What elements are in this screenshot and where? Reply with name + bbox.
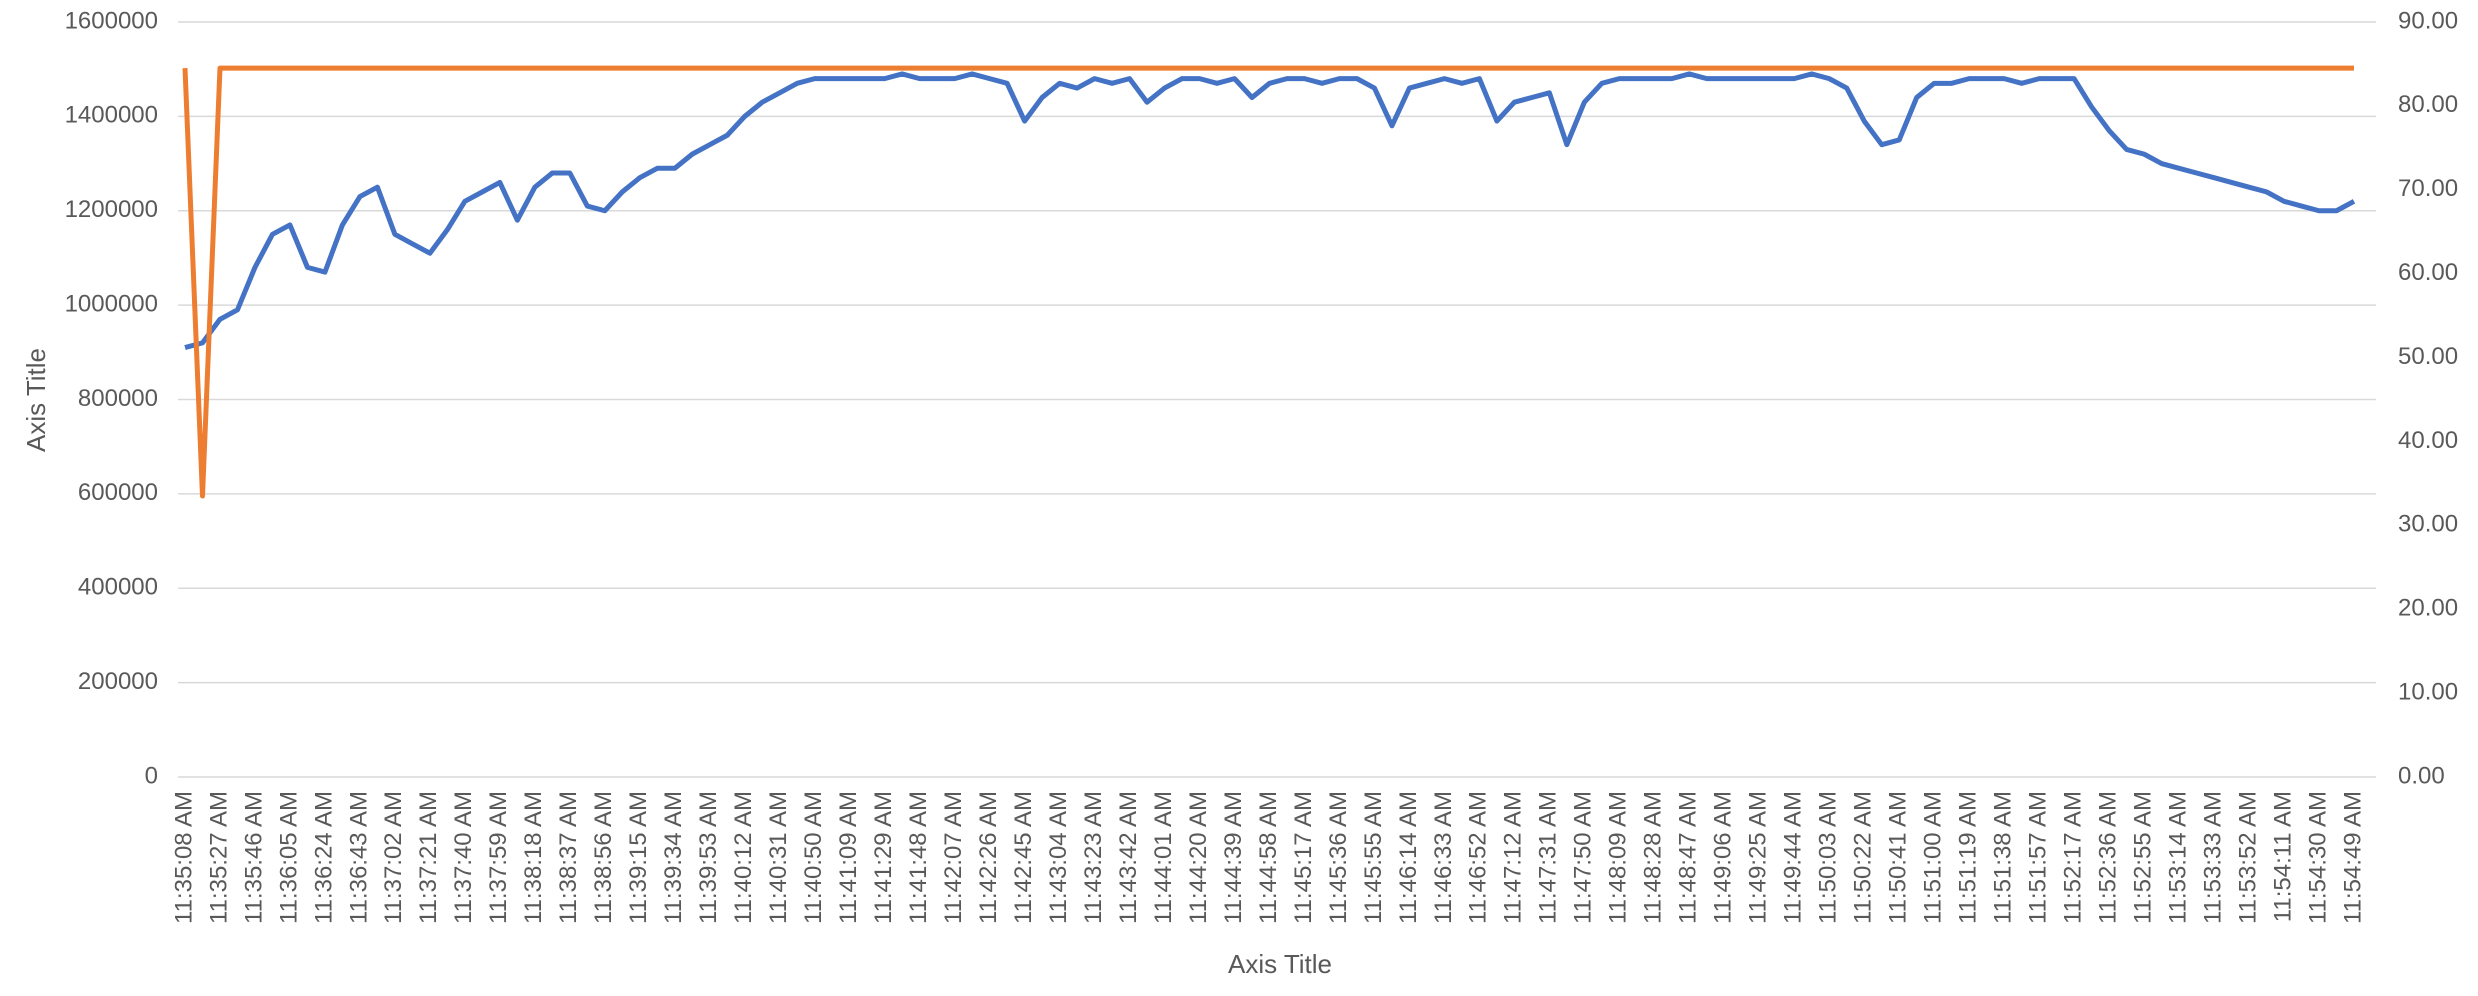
y2-tick-label: 20.00 xyxy=(2398,595,2458,622)
x-tick-label: 11:44:01 AM xyxy=(1150,791,1177,924)
x-tick-label: 11:37:02 AM xyxy=(380,791,407,924)
x-tick-label: 11:47:12 AM xyxy=(1500,791,1527,924)
x-tick-label: 11:51:00 AM xyxy=(1920,791,1947,924)
y-axis-title: Axis Title xyxy=(21,348,51,452)
x-tick-label: 11:47:50 AM xyxy=(1570,791,1597,924)
y-tick-label: 1600000 xyxy=(65,7,158,34)
y2-tick-label: 30.00 xyxy=(2398,511,2458,538)
x-tick-label: 11:50:03 AM xyxy=(1815,791,1842,924)
x-tick-label: 11:38:56 AM xyxy=(590,791,617,924)
y-tick-label: 1400000 xyxy=(65,102,158,129)
x-tick-label: 11:53:33 AM xyxy=(2199,791,2226,924)
y-tick-label: 600000 xyxy=(78,479,158,506)
x-tick-label: 11:44:39 AM xyxy=(1220,791,1247,924)
y-tick-label: 0 xyxy=(145,762,158,789)
x-tick-label: 11:35:46 AM xyxy=(240,791,267,924)
y2-tick-label: 90.00 xyxy=(2398,7,2458,34)
x-tick-label: 11:53:52 AM xyxy=(2234,791,2261,924)
x-tick-label: 11:54:49 AM xyxy=(2339,791,2366,924)
x-tick-label: 11:45:36 AM xyxy=(1325,791,1352,924)
x-tick-label: 11:52:17 AM xyxy=(2059,791,2086,924)
x-tick-label: 11:41:48 AM xyxy=(905,791,932,924)
x-tick-label: 11:49:06 AM xyxy=(1710,791,1737,924)
y2-tick-label: 40.00 xyxy=(2398,427,2458,454)
x-tick-label: 11:36:05 AM xyxy=(275,791,302,924)
x-tick-label: 11:50:41 AM xyxy=(1885,791,1912,924)
x-tick-label: 11:42:07 AM xyxy=(940,791,967,924)
y2-tick-label: 70.00 xyxy=(2398,175,2458,202)
x-tick-label: 11:48:47 AM xyxy=(1675,791,1702,924)
x-tick-label: 11:51:19 AM xyxy=(1955,791,1982,924)
x-tick-label: 11:43:42 AM xyxy=(1115,791,1142,924)
x-tick-label: 11:36:24 AM xyxy=(310,791,337,924)
y-tick-label: 400000 xyxy=(78,574,158,601)
x-tick-label: 11:39:53 AM xyxy=(695,791,722,924)
x-tick-label: 11:53:14 AM xyxy=(2164,791,2191,924)
x-tick-label: 11:43:23 AM xyxy=(1080,791,1107,924)
x-tick-label: 11:37:21 AM xyxy=(415,791,442,924)
x-tick-label: 11:51:38 AM xyxy=(1990,791,2017,924)
x-tick-label: 11:43:04 AM xyxy=(1045,791,1072,924)
x-tick-label: 11:44:20 AM xyxy=(1185,791,1212,924)
x-axis-title: Axis Title xyxy=(1228,949,1332,979)
x-tick-label: 11:37:59 AM xyxy=(485,791,512,924)
x-tick-label: 11:39:15 AM xyxy=(625,791,652,924)
y2-tick-label: 60.00 xyxy=(2398,259,2458,286)
x-tick-label: 11:36:43 AM xyxy=(345,791,372,924)
x-tick-label: 11:40:50 AM xyxy=(800,791,827,924)
x-tick-label: 11:39:34 AM xyxy=(660,791,687,924)
x-tick-label: 11:41:09 AM xyxy=(835,791,862,924)
x-tick-label: 11:45:17 AM xyxy=(1290,791,1317,924)
y-tick-label: 800000 xyxy=(78,385,158,412)
x-tick-label: 11:48:28 AM xyxy=(1640,791,1667,924)
x-tick-label: 11:44:58 AM xyxy=(1255,791,1282,924)
x-tick-label: 11:52:36 AM xyxy=(2094,791,2121,924)
x-tick-label: 11:40:12 AM xyxy=(730,791,757,924)
y2-tick-label: 0.00 xyxy=(2398,762,2445,789)
x-tick-label: 11:45:55 AM xyxy=(1360,791,1387,924)
y-tick-label: 1000000 xyxy=(65,290,158,317)
x-tick-label: 11:42:26 AM xyxy=(975,791,1002,924)
x-tick-label: 11:38:18 AM xyxy=(520,791,547,924)
x-tick-label: 11:41:29 AM xyxy=(870,791,897,924)
x-tick-label: 11:54:30 AM xyxy=(2304,791,2331,924)
x-tick-label: 11:37:40 AM xyxy=(450,791,477,924)
y2-tick-label: 50.00 xyxy=(2398,343,2458,370)
x-tick-label: 11:49:25 AM xyxy=(1745,791,1772,924)
y2-tick-label: 10.00 xyxy=(2398,678,2458,705)
y2-tick-label: 80.00 xyxy=(2398,91,2458,118)
x-tick-label: 11:35:08 AM xyxy=(170,791,197,924)
y-tick-label: 200000 xyxy=(78,668,158,695)
x-tick-label: 11:46:33 AM xyxy=(1430,791,1457,924)
series-line xyxy=(182,65,2354,499)
x-tick-label: 11:52:55 AM xyxy=(2129,791,2156,924)
x-tick-label: 11:40:31 AM xyxy=(765,791,792,924)
x-tick-label: 11:46:52 AM xyxy=(1465,791,1492,924)
series-line xyxy=(184,71,2356,351)
y-tick-label: 1200000 xyxy=(65,196,158,223)
x-tick-label: 11:51:57 AM xyxy=(2024,791,2051,924)
x-tick-label: 11:48:09 AM xyxy=(1605,791,1632,924)
x-tick-label: 11:42:45 AM xyxy=(1010,791,1037,924)
x-tick-label: 11:50:22 AM xyxy=(1850,791,1877,924)
x-tick-label: 11:47:31 AM xyxy=(1535,791,1562,924)
x-tick-label: 11:35:27 AM xyxy=(205,791,232,924)
x-tick-label: 11:46:14 AM xyxy=(1395,791,1422,924)
x-tick-label: 11:49:44 AM xyxy=(1780,791,1807,924)
x-tick-label: 11:38:37 AM xyxy=(555,791,582,924)
x-tick-label: 11:54:11 AM xyxy=(2269,791,2296,922)
